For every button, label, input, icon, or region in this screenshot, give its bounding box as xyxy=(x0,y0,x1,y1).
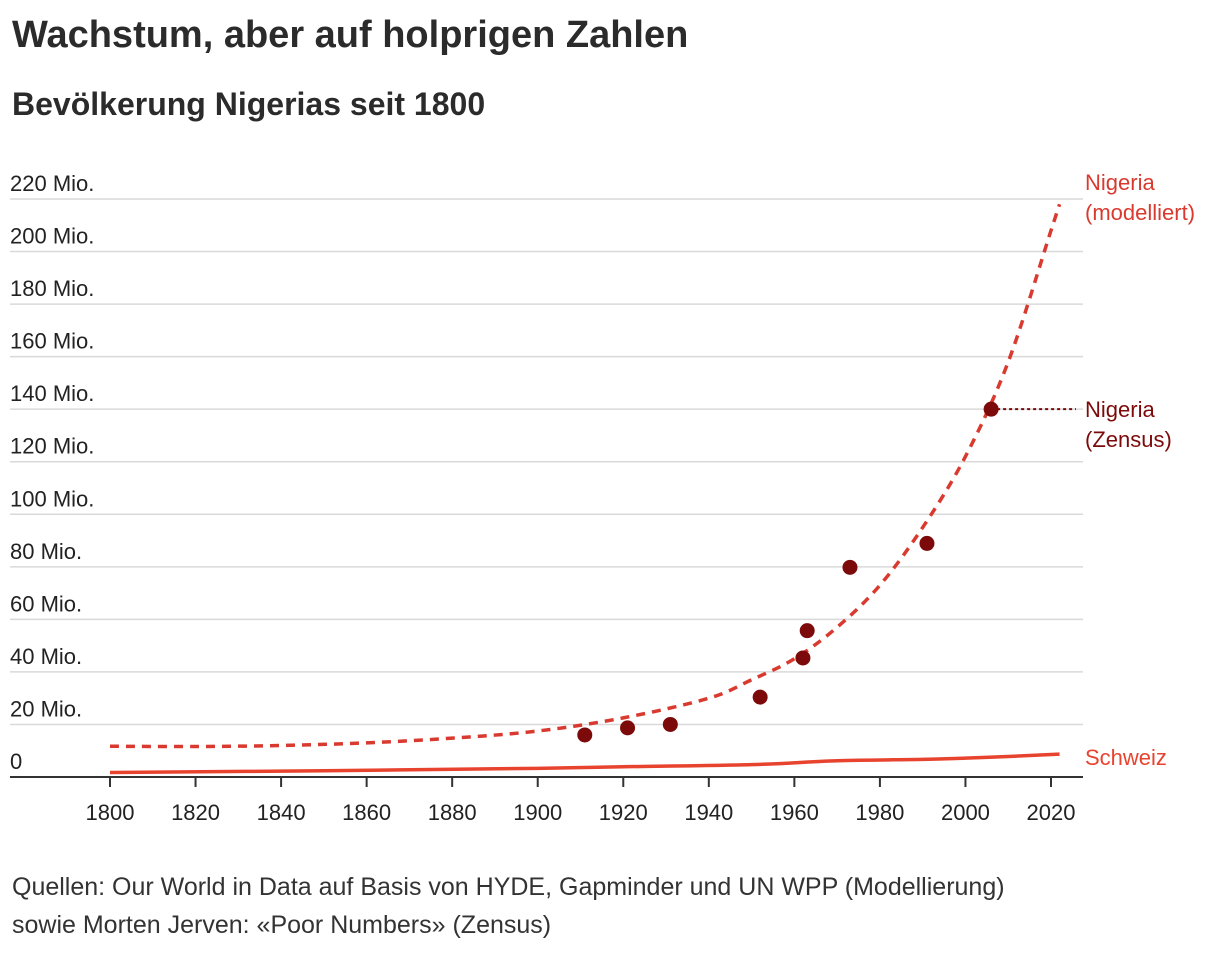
census-point xyxy=(662,716,678,732)
x-tick-label: 1960 xyxy=(770,800,819,825)
census-point xyxy=(799,623,815,639)
x-tick-label: 1880 xyxy=(428,800,477,825)
census-point xyxy=(919,535,935,551)
x-tick-label: 1800 xyxy=(86,800,135,825)
x-tick-label: 1980 xyxy=(855,800,904,825)
census-point xyxy=(752,689,768,705)
y-tick-label: 80 Mio. xyxy=(10,539,82,564)
series-label-nigeria-zensus: Nigeria (Zensus) xyxy=(1085,397,1172,452)
series-labels: Nigeria (modelliert) Nigeria (Zensus) Schwei… xyxy=(1085,170,1195,770)
x-tick-label: 2000 xyxy=(941,800,990,825)
source-line-2: sowie Morten Jerven: «Poor Numbers» (Zen… xyxy=(12,911,552,939)
series-label-schweiz-line: Schweiz xyxy=(1085,745,1167,770)
series-label-nigeria-zensus-line: Nigeria xyxy=(1085,397,1155,422)
x-tick-label: 1940 xyxy=(684,800,733,825)
population-chart: 0 20 Mio. 40 Mio. 60 Mio. 80 Mio. 100 Mio. 120… xyxy=(10,170,1195,825)
grid-layer xyxy=(10,198,1083,726)
y-tick-label: 180 Mio. xyxy=(10,276,94,301)
series-label-schweiz: Schweiz xyxy=(1085,745,1167,770)
x-tick-label: 1920 xyxy=(599,800,648,825)
series-label-nigeria-modelliert-line: Nigeria xyxy=(1085,170,1155,195)
y-tick-label: 100 Mio. xyxy=(10,486,94,511)
census-point xyxy=(620,720,636,736)
y-tick-label: 120 Mio. xyxy=(10,434,94,459)
census-point xyxy=(577,727,593,743)
x-tick-label: 2020 xyxy=(1027,800,1076,825)
x-tick-label: 1840 xyxy=(257,800,306,825)
x-tick-label: 1820 xyxy=(171,800,220,825)
series-label-nigeria-modelliert-line: (modelliert) xyxy=(1085,200,1195,225)
series-label-nigeria-modelliert: Nigeria (modelliert) xyxy=(1085,170,1195,225)
series-line-nigeria-modelliert xyxy=(109,203,1062,749)
y-tick-labels: 0 20 Mio. 40 Mio. 60 Mio. 80 Mio. 100 Mio. 120… xyxy=(10,171,94,774)
chart-subtitle: Bevölkerung Nigerias seit 1800 xyxy=(12,86,486,122)
series-line-schweiz xyxy=(109,752,1060,775)
x-tick-label: 1900 xyxy=(513,800,562,825)
y-tick-label: 40 Mio. xyxy=(10,644,82,669)
y-tick-label: 160 Mio. xyxy=(10,329,94,354)
source-note: Quellen: Our World in Data auf Basis von… xyxy=(12,868,1212,944)
y-tick-label: 200 Mio. xyxy=(10,224,94,249)
source-line-1: Quellen: Our World in Data auf Basis von… xyxy=(12,873,1005,901)
series-layer xyxy=(109,203,1076,775)
y-tick-label: 60 Mio. xyxy=(10,591,82,616)
y-tick-label: 20 Mio. xyxy=(10,696,82,721)
x-tick-label: 1860 xyxy=(342,800,391,825)
census-point xyxy=(983,401,999,417)
y-tick-label: 0 xyxy=(10,749,22,774)
x-axis: 1800 1820 1840 1860 1880 1900 1920 1940 1960 1980… xyxy=(10,776,1083,825)
chart-title: Wachstum, aber auf holprigen Zahlen xyxy=(12,14,689,56)
census-point xyxy=(842,559,858,575)
y-tick-label: 140 Mio. xyxy=(10,381,94,406)
y-tick-label: 220 Mio. xyxy=(10,171,94,196)
census-point xyxy=(795,650,811,666)
series-label-nigeria-zensus-line: (Zensus) xyxy=(1085,427,1172,452)
